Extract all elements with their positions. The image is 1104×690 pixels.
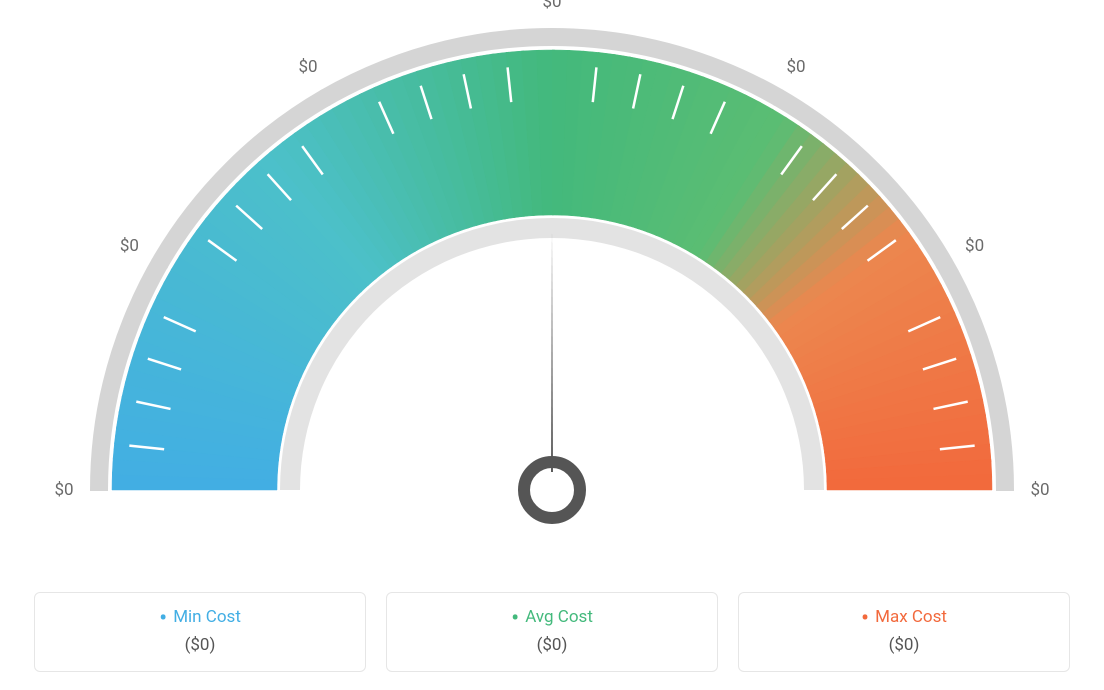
gauge-tick-label: $0 bbox=[120, 236, 139, 256]
legend-row: Min Cost ($0) Avg Cost ($0) Max Cost ($0… bbox=[34, 592, 1070, 672]
gauge-cost-widget: $0 $0 $0 $0 $0 $0 $0 Min Cost ($0) Avg Cost ($… bbox=[0, 0, 1104, 690]
legend-title-max: Max Cost bbox=[749, 607, 1059, 627]
legend-card-max: Max Cost ($0) bbox=[738, 592, 1070, 672]
gauge-tick-label: $0 bbox=[786, 57, 805, 77]
gauge-tick-label: $0 bbox=[1030, 480, 1049, 500]
legend-value-min: ($0) bbox=[45, 635, 355, 655]
legend-card-avg: Avg Cost ($0) bbox=[386, 592, 718, 672]
legend-title-min: Min Cost bbox=[45, 607, 355, 627]
gauge-tick-label: $0 bbox=[54, 480, 73, 500]
legend-title-avg: Avg Cost bbox=[397, 607, 707, 627]
gauge-chart: $0 $0 $0 $0 $0 $0 $0 bbox=[0, 0, 1104, 560]
gauge-tick-label: $0 bbox=[542, 0, 561, 12]
legend-value-avg: ($0) bbox=[397, 635, 707, 655]
legend-card-min: Min Cost ($0) bbox=[34, 592, 366, 672]
legend-value-max: ($0) bbox=[749, 635, 1059, 655]
gauge-tick-label: $0 bbox=[298, 57, 317, 77]
gauge-tick-label: $0 bbox=[965, 236, 984, 256]
